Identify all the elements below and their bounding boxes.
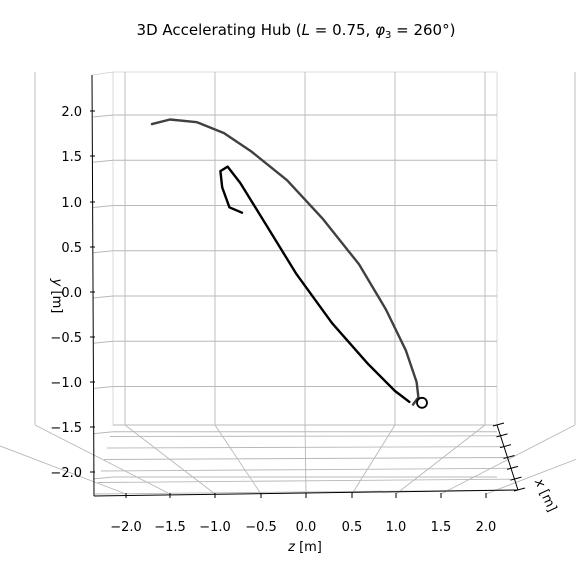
x-tick-4 [506,465,519,470]
floor-cross-line-2 [106,446,503,449]
y-side-gridline-2 [92,386,114,389]
z-tick-label-0: −2.0 [110,520,142,535]
series-line-0 [150,118,420,406]
floor-depth-line-0 [0,445,127,495]
series-group [150,118,420,406]
y-tick-label-8: 2.0 [61,105,82,120]
y-axis-line [91,74,95,497]
x-tick-1 [496,433,508,438]
y-side-gridline-1 [92,431,114,435]
marker-group [416,396,428,409]
y-tick-label-6: 1.0 [61,196,82,211]
floor-cross-line-3 [103,457,506,460]
y-tick-label-1: −1.5 [50,421,82,436]
y-axis-ticks: −2.0 −1.5 −1.0 −0.5 0.0 0.5 1.0 1.5 2.0 [50,105,95,481]
floor-depth-line-6 [395,424,486,495]
hub-marker [416,396,428,409]
floor-cross-line-5 [97,478,511,483]
floor-cross-line-1 [109,435,500,437]
floor-depth-line-3 [214,424,262,495]
z-tick-label-6: 1.0 [386,520,407,535]
z-axis-ticks: −2.0 −1.5 −1.0 −0.5 0.0 0.5 1.0 1.5 2.0 [110,493,496,535]
y-side-gridline-5 [92,250,114,254]
z-tick-label-2: −1.0 [199,520,231,535]
y-side-gridline-3 [92,340,114,344]
x-tick-3 [503,455,515,459]
y-side-gridline-6 [92,205,114,208]
z-tick-label-7: 1.5 [431,520,452,535]
y-side-gridline-0 [92,476,114,480]
y-side-gridline-7 [92,159,114,163]
z-axis-label: z [m] [287,540,322,555]
x-tick-5 [510,476,522,481]
y-axis-label: y [m] [49,278,64,314]
floor-depth-line-5 [351,424,396,495]
z-tick-label-8: 2.0 [476,520,497,535]
y-tick-label-7: 1.5 [61,150,82,165]
y-tick-label-2: −1.0 [50,376,82,391]
series-line-1 [219,165,411,404]
z-tick-label-3: −0.5 [245,520,277,535]
chart-title: 3D Accelerating Hub (L = 0.75, φ3 = 260°… [137,21,456,41]
x-axis-ticks [492,422,526,492]
floor-depth-line-4 [304,424,307,495]
z-tick-label-4: 0.0 [296,520,317,535]
y-side-gridline-4 [92,295,114,299]
x-tick-2 [499,444,512,449]
y-side-gridline-8 [92,114,114,118]
y-tick-label-3: −0.5 [50,331,82,346]
z-tick-label-5: 0.5 [342,520,363,535]
floor-depth-line-8 [485,458,576,495]
z-tick-label-1: −1.5 [154,520,186,535]
gridlines [34,72,576,480]
y-tick-label-0: −2.0 [50,466,82,481]
x-tick-6 [513,487,526,492]
floor-cross-line-4 [100,467,508,472]
x-axis-label: x [m] [531,476,560,515]
y-tick-label-5: 0.5 [61,241,82,256]
x-tick-0 [492,422,505,427]
y-tick-label-4: 0.0 [61,286,82,301]
floor-grid [0,424,576,495]
